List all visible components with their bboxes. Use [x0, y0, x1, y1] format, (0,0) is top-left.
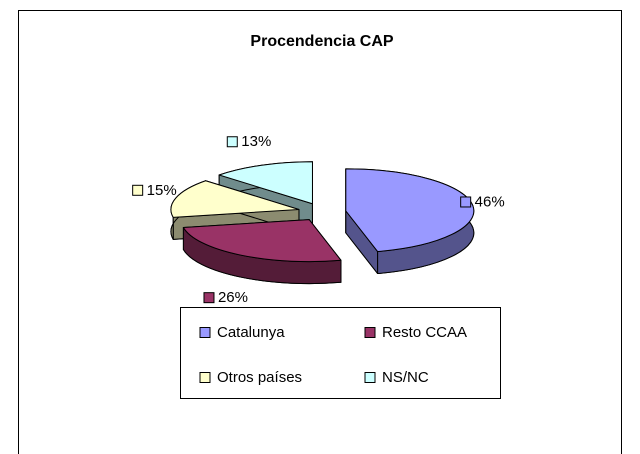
slice	[345, 168, 475, 275]
slice	[182, 219, 342, 263]
chart-title: Procendencia CAP	[250, 33, 393, 50]
data-label-swatch	[226, 136, 238, 148]
legend-label: Otros países	[217, 369, 302, 386]
legend-box	[180, 307, 501, 399]
legend-label: NS/NC	[382, 369, 429, 386]
legend-swatch	[199, 372, 211, 383]
slice	[218, 161, 313, 205]
legend-swatch	[364, 327, 376, 338]
data-label-swatch	[132, 184, 144, 196]
data-label: 15%	[147, 182, 177, 199]
legend-swatch	[199, 327, 211, 338]
slice	[170, 180, 300, 218]
data-label-swatch	[460, 196, 472, 208]
slice	[182, 219, 342, 285]
data-label: 13%	[241, 133, 271, 150]
slice	[345, 168, 475, 253]
legend-swatch	[364, 372, 376, 383]
data-label-swatch	[203, 292, 215, 304]
legend-label: Resto CCAA	[382, 324, 467, 341]
data-label: 46%	[475, 193, 505, 210]
legend-label: Catalunya	[217, 324, 285, 341]
data-label: 26%	[218, 289, 248, 306]
